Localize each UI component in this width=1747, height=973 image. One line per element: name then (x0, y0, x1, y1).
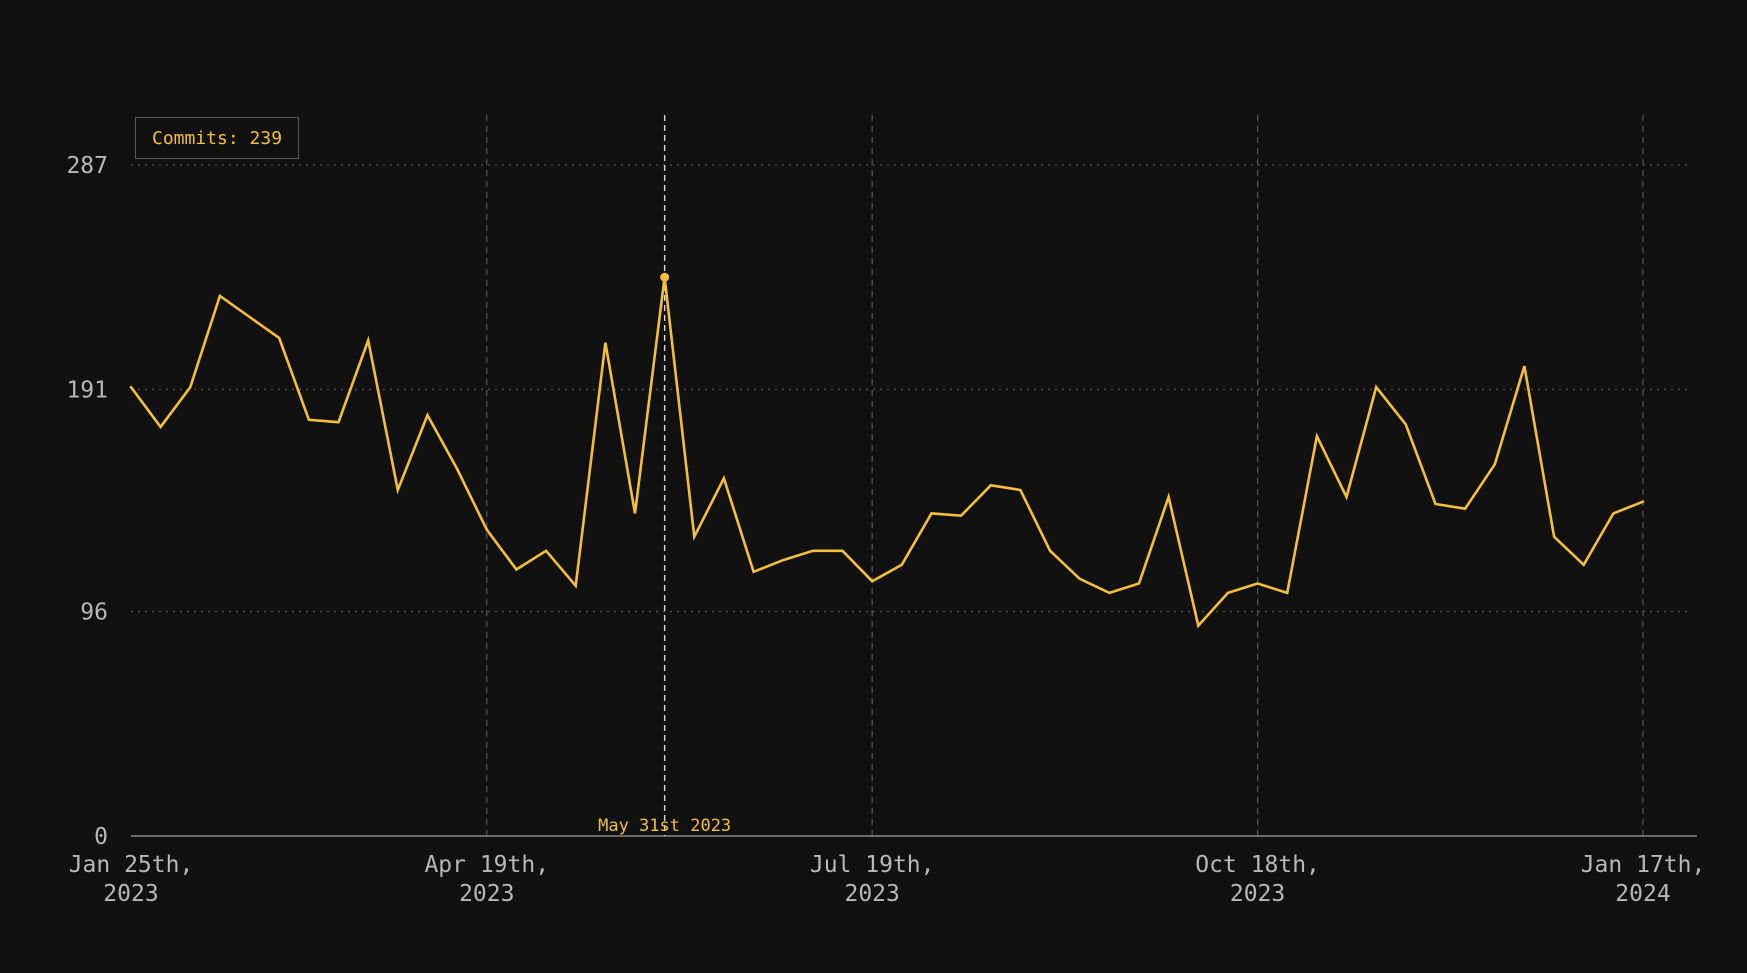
series-line-commits (129, 277, 1645, 629)
y-tick-label: 0 (94, 824, 108, 850)
series-layer (129, 272, 1645, 629)
x-tick-label: Apr 19th, 2023 (424, 852, 549, 907)
hover-point (660, 272, 670, 282)
hover-date-label: May 31st 2023 (598, 816, 731, 836)
tooltip-box: Commits: 239 (135, 117, 300, 159)
y-tick-label: 191 (66, 377, 108, 403)
label-layer: 0 96 191 287 Jan 25th, 2023 Apr 19th, 2023 Jul 1… (66, 153, 1705, 907)
y-tick-label: 287 (66, 153, 108, 179)
x-tick-label: Jan 25th, 2023 (69, 852, 194, 907)
hover-layer: May 31st 2023 (598, 115, 731, 836)
y-tick-label: 96 (80, 600, 108, 626)
x-tick-label: Jul 19th, 2023 (810, 852, 935, 907)
tooltip-text: Commits: 239 (152, 128, 283, 149)
grid-layer (131, 115, 1690, 836)
x-tick-label: Jan 17th, 2024 (1581, 852, 1706, 907)
x-tick-label: Oct 18th, 2023 (1195, 852, 1320, 907)
